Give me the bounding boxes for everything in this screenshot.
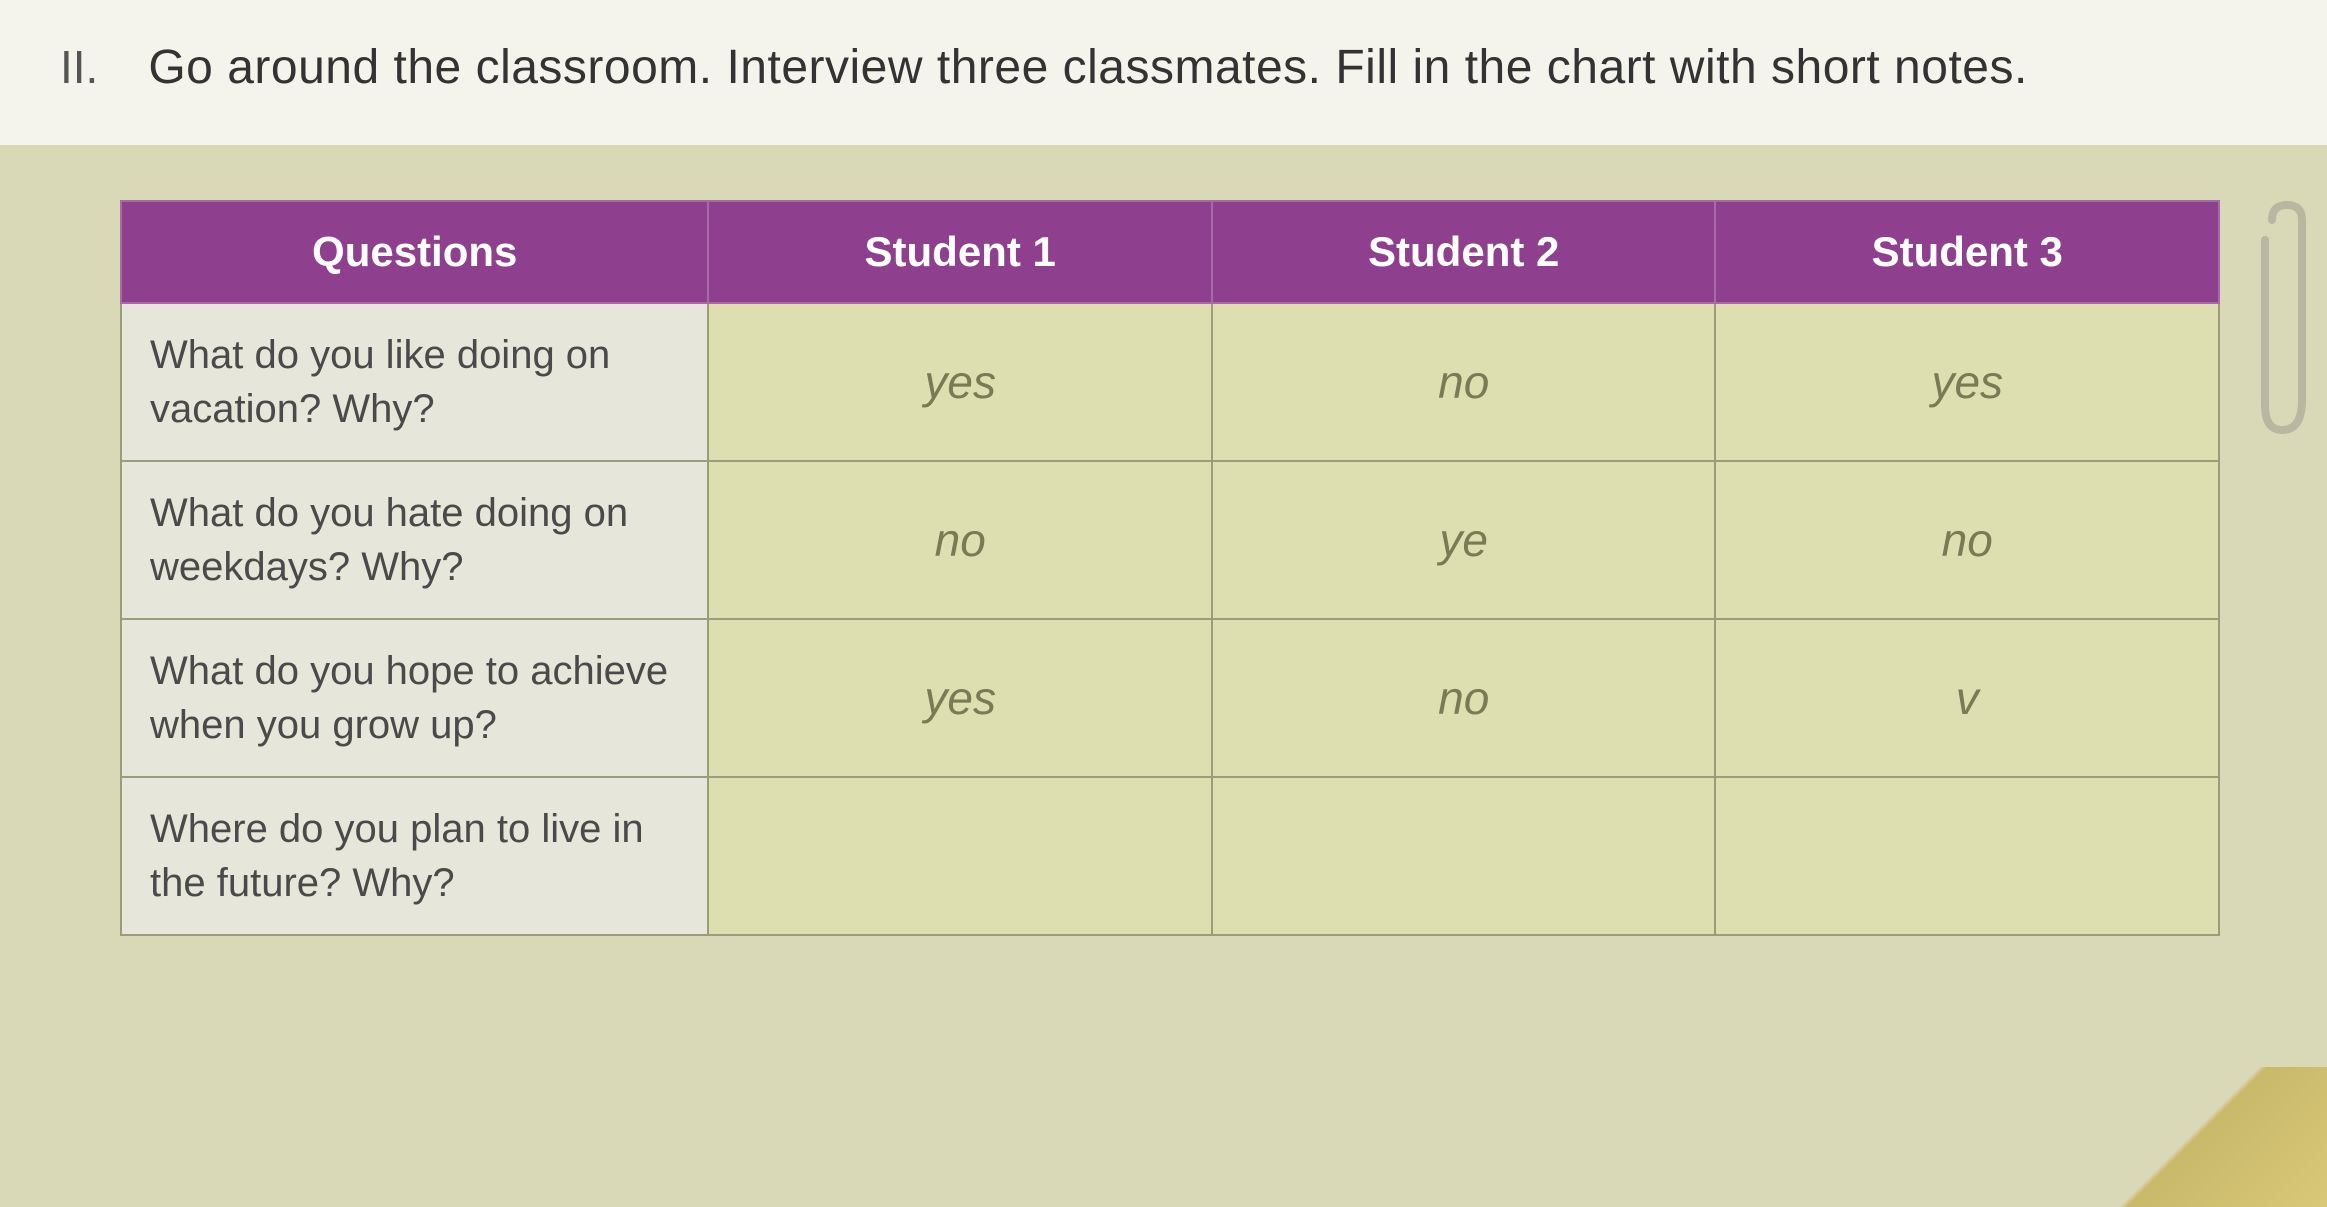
question-cell: Where do you plan to live in the future?… [121, 777, 708, 935]
answer-cell[interactable] [1715, 777, 2219, 935]
table-row: Where do you plan to live in the future?… [121, 777, 2219, 935]
table-row: What do you hate doing on weekdays? Why?… [121, 461, 2219, 619]
answer-cell[interactable]: no [1212, 619, 1716, 777]
section-numeral: II. [60, 40, 98, 94]
col-header-student-3: Student 3 [1715, 201, 2219, 303]
interview-table-container: Questions Student 1 Student 2 Student 3 … [120, 200, 2220, 936]
paperclip-icon [2257, 200, 2317, 440]
col-header-student-1: Student 1 [708, 201, 1212, 303]
answer-cell[interactable] [1212, 777, 1716, 935]
answer-cell[interactable]: yes [708, 619, 1212, 777]
answer-cell[interactable] [708, 777, 1212, 935]
question-cell: What do you hate doing on weekdays? Why? [121, 461, 708, 619]
answer-cell[interactable]: no [1212, 303, 1716, 461]
answer-cell[interactable]: no [1715, 461, 2219, 619]
table-row: What do you hope to achieve when you gro… [121, 619, 2219, 777]
table-header-row: Questions Student 1 Student 2 Student 3 [121, 201, 2219, 303]
table-row: What do you like doing on vacation? Why?… [121, 303, 2219, 461]
interview-table: Questions Student 1 Student 2 Student 3 … [120, 200, 2220, 936]
answer-cell[interactable]: no [708, 461, 1212, 619]
col-header-student-2: Student 2 [1212, 201, 1716, 303]
page-corner-fold [2067, 1067, 2327, 1207]
answer-cell[interactable]: yes [1715, 303, 2219, 461]
instruction-text: Go around the classroom. Interview three… [148, 40, 2027, 95]
question-cell: What do you like doing on vacation? Why? [121, 303, 708, 461]
answer-cell[interactable]: yes [708, 303, 1212, 461]
answer-cell[interactable]: ye [1212, 461, 1716, 619]
col-header-questions: Questions [121, 201, 708, 303]
instruction-row: II. Go around the classroom. Interview t… [60, 40, 2287, 95]
answer-cell[interactable]: v [1715, 619, 2219, 777]
question-cell: What do you hope to achieve when you gro… [121, 619, 708, 777]
